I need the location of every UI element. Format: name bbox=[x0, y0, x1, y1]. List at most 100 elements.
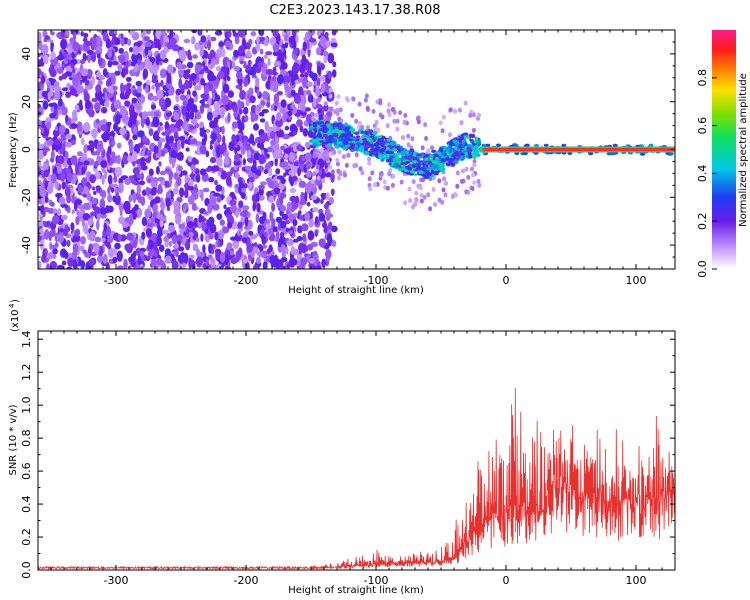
heatmap-cell bbox=[240, 145, 246, 155]
heatmap-cell bbox=[429, 153, 434, 159]
heatmap-cell bbox=[358, 139, 364, 143]
heatmap-cell bbox=[280, 99, 287, 108]
heatmap-cell bbox=[209, 156, 217, 164]
heatmap-cell bbox=[216, 133, 222, 143]
heatmap-cell bbox=[403, 113, 408, 118]
heatmap-cell bbox=[100, 160, 108, 168]
heatmap-cell bbox=[263, 169, 269, 174]
heatmap-cell bbox=[337, 149, 342, 155]
heatmap-cell bbox=[293, 161, 299, 167]
heatmap-cell bbox=[359, 149, 364, 153]
heatmap-cell bbox=[346, 152, 351, 158]
heatmap-cell bbox=[189, 110, 195, 120]
heatmap-cell bbox=[243, 106, 249, 115]
heatmap-cell bbox=[295, 34, 299, 44]
heatmap-cell bbox=[95, 84, 101, 94]
heatmap-cell bbox=[330, 169, 335, 175]
heatmap-cell bbox=[314, 216, 319, 225]
heatmap-cell bbox=[103, 222, 107, 232]
heatmap-cell bbox=[239, 108, 243, 115]
heatmap-cell bbox=[355, 135, 361, 139]
heatmap-cell bbox=[291, 64, 300, 75]
heatmap-cell bbox=[195, 256, 203, 267]
heatmap-cell bbox=[83, 32, 89, 38]
heatmap-cell bbox=[268, 244, 273, 252]
heatmap-cell bbox=[66, 239, 71, 247]
heatmap-cell bbox=[299, 200, 307, 205]
heatmap-cell bbox=[178, 223, 186, 229]
heatmap-cell bbox=[81, 166, 86, 175]
heatmap-cell bbox=[434, 166, 440, 170]
heatmap-cell bbox=[208, 233, 214, 240]
heatmap-cell bbox=[259, 118, 266, 123]
heatmap-cell bbox=[464, 132, 469, 136]
spectrogram-x-axis: -300 -200 -100 0 100 bbox=[50, 30, 663, 287]
heatmap-cell bbox=[317, 77, 321, 87]
heatmap-cell bbox=[323, 101, 328, 107]
heatmap-cell bbox=[421, 161, 428, 164]
heatmap-cell bbox=[49, 87, 54, 97]
heatmap-cell bbox=[187, 156, 193, 163]
heatmap-cell bbox=[290, 89, 296, 97]
heatmap-cell bbox=[301, 223, 309, 232]
heatmap-cell bbox=[235, 84, 243, 90]
heatmap-cell bbox=[233, 111, 239, 118]
heatmap-cell bbox=[159, 170, 166, 176]
heatmap-cell bbox=[203, 210, 208, 215]
heatmap-cell bbox=[324, 168, 329, 174]
heatmap-cell bbox=[234, 152, 240, 163]
heatmap-cell bbox=[426, 192, 431, 198]
heatmap-cell bbox=[232, 135, 237, 141]
heatmap-cell bbox=[104, 100, 110, 108]
heatmap-cell bbox=[420, 152, 426, 155]
y-tick-label: 0.0 bbox=[20, 561, 33, 579]
heatmap-cell bbox=[292, 248, 299, 256]
heatmap-cell bbox=[200, 129, 207, 134]
heatmap-cell bbox=[128, 194, 133, 203]
heatmap-cell bbox=[472, 146, 479, 151]
heatmap-cell bbox=[391, 140, 397, 146]
heatmap-cell bbox=[169, 141, 176, 148]
heatmap-cell bbox=[354, 152, 359, 158]
heatmap-cell bbox=[369, 143, 374, 149]
heatmap-cell bbox=[50, 244, 57, 250]
heatmap-cell bbox=[360, 130, 366, 134]
heatmap-cell bbox=[119, 206, 123, 217]
heatmap-cell bbox=[349, 143, 356, 148]
heatmap-cell bbox=[455, 183, 460, 189]
heatmap-cell bbox=[121, 84, 129, 91]
heatmap-cell bbox=[485, 143, 491, 147]
heatmap-cell bbox=[65, 141, 73, 148]
heatmap-cell bbox=[440, 128, 445, 134]
heatmap-cell bbox=[398, 110, 403, 116]
heatmap-cell bbox=[385, 150, 391, 155]
heatmap-cell bbox=[53, 90, 61, 101]
heatmap-cell bbox=[202, 244, 206, 253]
heatmap-cell bbox=[110, 183, 118, 188]
heatmap-cell bbox=[280, 61, 288, 70]
heatmap-cell bbox=[410, 136, 415, 142]
heatmap-cell bbox=[148, 128, 154, 137]
heatmap-cell bbox=[233, 49, 239, 58]
heatmap-cell bbox=[238, 45, 245, 55]
heatmap-cell bbox=[348, 146, 355, 150]
heatmap-cell bbox=[255, 213, 260, 224]
heatmap-cell bbox=[113, 187, 122, 193]
heatmap-cell bbox=[156, 89, 164, 101]
heatmap-cell bbox=[357, 125, 362, 130]
heatmap-cell bbox=[302, 77, 307, 89]
heatmap-cell bbox=[44, 196, 49, 203]
heatmap-cell bbox=[324, 135, 330, 141]
snr-frame bbox=[37, 330, 676, 571]
heatmap-cell bbox=[171, 260, 179, 269]
heatmap-cell bbox=[280, 106, 287, 115]
heatmap-cell bbox=[248, 87, 254, 97]
heatmap-cell bbox=[111, 85, 118, 91]
heatmap-cell bbox=[312, 153, 317, 159]
heatmap-cell bbox=[344, 126, 351, 130]
heatmap-cell bbox=[412, 160, 417, 164]
heatmap-cell bbox=[105, 225, 112, 237]
heatmap-cell bbox=[400, 151, 405, 155]
heatmap-cell bbox=[450, 162, 456, 167]
heatmap-cell bbox=[315, 164, 320, 170]
